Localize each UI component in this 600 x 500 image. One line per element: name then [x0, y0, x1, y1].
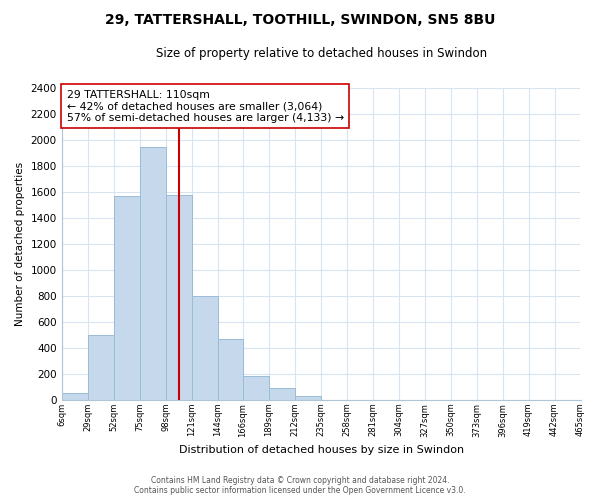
Text: Contains HM Land Registry data © Crown copyright and database right 2024.
Contai: Contains HM Land Registry data © Crown c… [134, 476, 466, 495]
Bar [140, 146, 166, 400]
Bar [113, 196, 140, 400]
Bar [166, 194, 191, 400]
Y-axis label: Number of detached properties: Number of detached properties [15, 162, 25, 326]
Bar [62, 394, 88, 400]
Title: Size of property relative to detached houses in Swindon: Size of property relative to detached ho… [155, 48, 487, 60]
Bar [242, 376, 269, 400]
Bar [191, 296, 218, 400]
X-axis label: Distribution of detached houses by size in Swindon: Distribution of detached houses by size … [179, 445, 464, 455]
Bar [269, 388, 295, 400]
Bar [295, 396, 320, 400]
Text: 29 TATTERSHALL: 110sqm
← 42% of detached houses are smaller (3,064)
57% of semi-: 29 TATTERSHALL: 110sqm ← 42% of detached… [67, 90, 344, 123]
Bar [218, 339, 242, 400]
Bar [88, 335, 113, 400]
Text: 29, TATTERSHALL, TOOTHILL, SWINDON, SN5 8BU: 29, TATTERSHALL, TOOTHILL, SWINDON, SN5 … [105, 12, 495, 26]
